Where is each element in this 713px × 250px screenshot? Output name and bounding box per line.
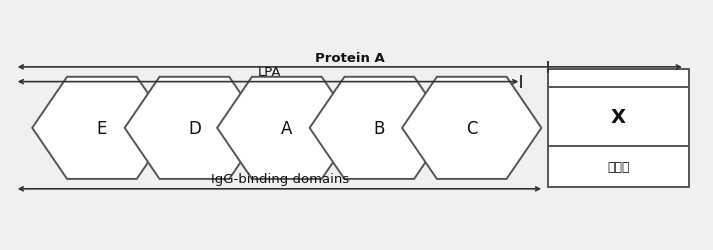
Text: 细胞壁: 细胞壁 (607, 160, 630, 173)
Text: D: D (188, 119, 201, 137)
Text: B: B (374, 119, 385, 137)
Polygon shape (32, 78, 172, 179)
Polygon shape (125, 78, 264, 179)
Polygon shape (402, 78, 541, 179)
Text: X: X (611, 107, 626, 126)
Text: E: E (97, 119, 107, 137)
Text: A: A (281, 119, 292, 137)
Polygon shape (309, 78, 449, 179)
Bar (548, 70, 689, 187)
Text: Protein A: Protein A (315, 51, 385, 64)
Text: IgG-binding domains: IgG-binding domains (211, 173, 349, 186)
Text: C: C (466, 119, 478, 137)
Text: LPA: LPA (257, 66, 281, 79)
Polygon shape (217, 78, 356, 179)
